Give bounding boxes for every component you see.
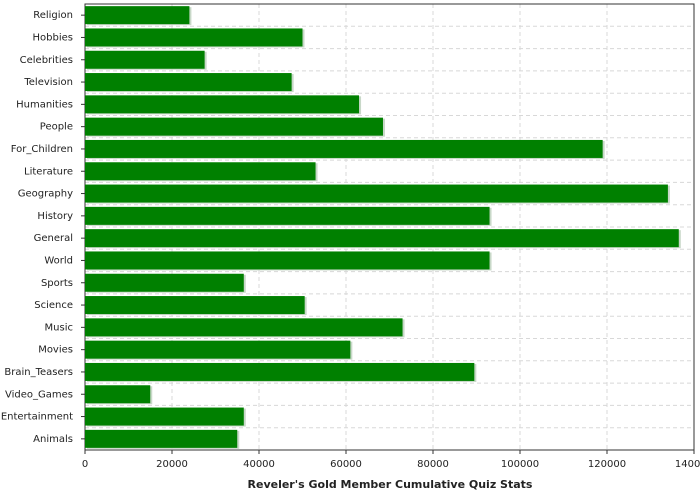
y-tick-label: General	[34, 233, 73, 244]
y-tick-label: Religion	[33, 10, 73, 21]
bar	[85, 117, 383, 136]
bar	[85, 429, 238, 448]
x-tick-label: 60000	[330, 459, 362, 470]
y-tick-label: Movies	[38, 345, 73, 356]
y-tick-label: Literature	[24, 166, 73, 177]
bar	[85, 318, 403, 337]
bar	[85, 229, 679, 248]
x-tick-label: 40000	[243, 459, 275, 470]
bar	[85, 139, 603, 158]
y-tick-label: World	[44, 255, 73, 266]
x-tick-label: 100000	[501, 459, 539, 470]
bar	[85, 206, 490, 225]
bar	[85, 362, 475, 381]
x-tick-label: 0	[82, 459, 88, 470]
y-tick-label: Sports	[41, 278, 73, 289]
y-tick-label: Celebrities	[20, 55, 73, 66]
x-tick-label: 20000	[156, 459, 188, 470]
y-tick-label: Music	[45, 322, 73, 333]
x-tick-label: 140000	[675, 459, 700, 470]
x-tick-label: 80000	[417, 459, 449, 470]
bar	[85, 50, 205, 69]
y-tick-label: Hobbies	[33, 32, 73, 43]
y-tick-label: Animals	[33, 434, 73, 445]
bar	[85, 28, 303, 47]
y-tick-label: Brain_Teasers	[4, 367, 73, 378]
plot-frame	[84, 3, 695, 451]
bar	[85, 273, 244, 292]
y-tick-label: History	[37, 211, 73, 222]
bar	[85, 385, 151, 404]
y-tick-label: Entertainment	[1, 412, 73, 423]
y-tick-label: Humanities	[16, 99, 73, 110]
chart-title: Reveler's Gold Member Cumulative Quiz St…	[248, 478, 533, 491]
bar	[85, 6, 190, 25]
bar	[85, 184, 668, 203]
bar	[85, 95, 360, 114]
y-tick-label: Science	[34, 300, 73, 311]
y-tick-label: Geography	[18, 189, 73, 200]
bar	[85, 162, 316, 181]
y-tick-label: Television	[23, 77, 73, 88]
y-tick-label: People	[40, 122, 73, 133]
bar	[85, 296, 305, 315]
bar	[85, 251, 490, 270]
y-tick-label: Video_Games	[5, 389, 73, 400]
x-tick-label: 120000	[588, 459, 626, 470]
bar	[85, 407, 244, 426]
bar	[85, 73, 292, 92]
y-tick-label: For_Children	[11, 144, 73, 155]
bar	[85, 340, 351, 359]
